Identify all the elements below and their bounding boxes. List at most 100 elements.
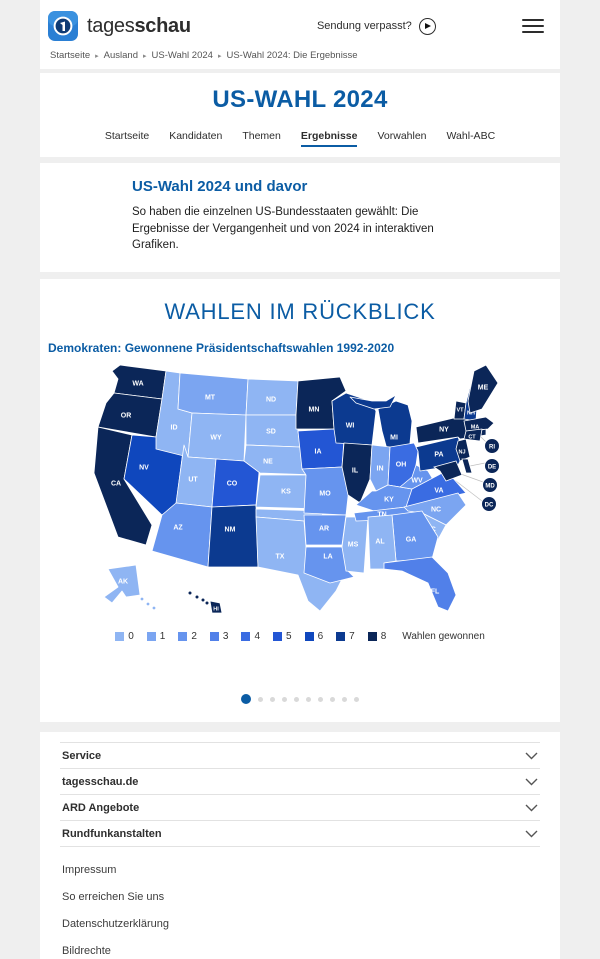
state-label-NE: NE (263, 459, 273, 466)
accordion-row-rundfunkanstalten[interactable]: Rundfunkanstalten (60, 821, 540, 848)
carousel-dot-6[interactable] (318, 696, 323, 702)
legend-value: 7 (349, 631, 355, 643)
state-label-MN: MN (309, 407, 320, 414)
state-FL[interactable] (383, 556, 457, 612)
footer-link-impressum[interactable]: Impressum (62, 864, 117, 877)
page-footer: Service tagesschau.de ARD Angebote Rundfunk… (40, 732, 560, 959)
hawaii-islet (201, 598, 205, 602)
state-AK[interactable] (103, 564, 141, 604)
legend-value: 4 (254, 631, 261, 643)
tab-wahl-abc[interactable]: Wahl-ABC (446, 130, 496, 142)
state-label-OH: OH (396, 462, 407, 469)
hamburger-menu-icon[interactable] (521, 19, 544, 33)
accordion-row-service[interactable]: Service (60, 742, 540, 770)
carousel-dot-7[interactable] (330, 696, 335, 702)
carousel-dot-1[interactable] (258, 696, 263, 702)
legend-swatch (209, 632, 219, 642)
state-label-NC: NC (431, 507, 441, 514)
tab-ergebnisse[interactable]: Ergebnisse (300, 130, 358, 147)
legend-value: 1 (159, 631, 166, 643)
state-HI[interactable] (209, 600, 223, 614)
site-header: tagesschau Sendung verpasst? Startseite ▸… (40, 0, 560, 69)
state-label-NM: NM (225, 527, 236, 534)
teaser-body: So haben die einzelnen US-Bundesstaaten … (132, 206, 434, 252)
state-label-NH: NH (467, 411, 475, 417)
teaser-title[interactable]: US-Wahl 2024 und davor (132, 178, 308, 195)
state-MI[interactable] (377, 400, 415, 454)
alaska-islet (140, 597, 144, 601)
footer-link-bildrechte[interactable]: Bildrechte (62, 945, 111, 958)
legend-swatch (336, 632, 346, 642)
legend-value: 5 (286, 631, 292, 643)
legend-swatch (178, 632, 188, 642)
carousel-dot-0[interactable] (241, 694, 251, 705)
legend-swatch (273, 632, 283, 642)
state-circle-DC[interactable] (481, 496, 497, 513)
map-blob (461, 458, 473, 474)
state-label-HI: HI (213, 607, 219, 613)
chevron-down-icon (525, 804, 538, 812)
tab-vorwahlen[interactable]: Vorwahlen (377, 130, 427, 142)
state-label-LA: LA (323, 554, 332, 561)
breadcrumb-item[interactable]: Startseite (50, 50, 91, 61)
state-label-MD: MD (485, 483, 495, 489)
state-MA[interactable] (463, 416, 495, 432)
carousel-dot-3[interactable] (282, 696, 287, 702)
state-label-MO: MO (319, 491, 331, 498)
footer-link-datenschutzerklrung[interactable]: Datenschutzerklärung (62, 918, 170, 931)
chart-title: Demokraten: Gewonnene Präsidentschaftswa… (48, 341, 395, 356)
hawaii-islet (195, 595, 199, 599)
state-label-WI: WI (346, 423, 355, 430)
state-OR[interactable] (97, 392, 163, 438)
state-label-GA: GA (406, 537, 417, 544)
legend-item-8: 8 (367, 631, 386, 642)
play-icon[interactable] (418, 17, 436, 35)
state-label-MT: MT (205, 395, 216, 402)
state-label-NJ: NJ (458, 450, 465, 456)
state-NM[interactable] (207, 504, 259, 568)
accordion-row-ardangebote[interactable]: ARD Angebote (60, 795, 540, 822)
legend-item-2: 2 (178, 631, 197, 642)
carousel-dot-4[interactable] (294, 696, 299, 702)
map-blob (433, 460, 463, 482)
accordion-row-tagesschaude[interactable]: tagesschau.de (60, 769, 540, 796)
state-label-ID: ID (171, 425, 178, 432)
hub-tab-bar: Startseite Kandidaten Themen Ergebnisse Vorw… (40, 130, 560, 147)
sendung-verpasst-link[interactable]: Sendung verpasst? (277, 17, 436, 35)
election-hub-card: US-WAHL 2024 Startseite Kandidaten Themen E… (40, 73, 560, 157)
footer-link-soerreichensieuns[interactable]: So erreichen Sie uns (62, 891, 165, 904)
teaser-card[interactable]: US-Wahl 2024 und davor So haben die einz… (40, 163, 560, 273)
tab-startseite[interactable]: Startseite (104, 130, 150, 142)
carousel-dot-8[interactable] (342, 696, 347, 702)
tab-themen[interactable]: Themen (242, 130, 281, 142)
us-choropleth-map[interactable]: WAORCANVIDMTWYUTCOAZNMNDSDNEKSOKTXMNIAMO… (90, 357, 510, 622)
carousel-dot-5[interactable] (306, 696, 311, 702)
breadcrumb-item[interactable]: US-Wahl 2024: Die Ergebnisse (226, 50, 358, 61)
state-circle-MD[interactable] (482, 477, 498, 494)
state-label-UT: UT (188, 477, 198, 484)
state-label-VA: VA (434, 488, 443, 495)
state-CT[interactable] (463, 428, 483, 442)
state-VA[interactable] (405, 470, 467, 508)
state-label-ND: ND (266, 397, 276, 404)
breadcrumb-item[interactable]: US-Wahl 2024 (151, 50, 213, 61)
state-label-FL: FL (431, 589, 440, 596)
state-label-TX: TX (276, 554, 285, 561)
state-circle-RI[interactable] (484, 438, 500, 455)
state-label-PA: PA (434, 452, 443, 459)
breadcrumb-item[interactable]: Ausland (103, 50, 138, 61)
carousel-dot-9[interactable] (354, 696, 359, 702)
tab-kandidaten[interactable]: Kandidaten (169, 130, 223, 142)
state-circle-DE[interactable] (484, 458, 500, 475)
state-ME[interactable] (467, 364, 499, 414)
legend-unit-label: Wahlen gewonnen (402, 631, 485, 643)
state-CO[interactable] (211, 458, 261, 508)
legend-swatch (115, 632, 125, 642)
state-MI[interactable] (349, 394, 397, 410)
breadcrumb-separator: ▸ (143, 52, 147, 60)
legend-item-4: 4 (241, 631, 260, 642)
tagesschau-logo[interactable]: tagesschau (48, 11, 191, 41)
footer-links: Impressum So erreichen Sie uns Datenschutz… (60, 859, 540, 959)
state-label-CO: CO (227, 481, 238, 488)
carousel-dot-2[interactable] (270, 696, 275, 702)
